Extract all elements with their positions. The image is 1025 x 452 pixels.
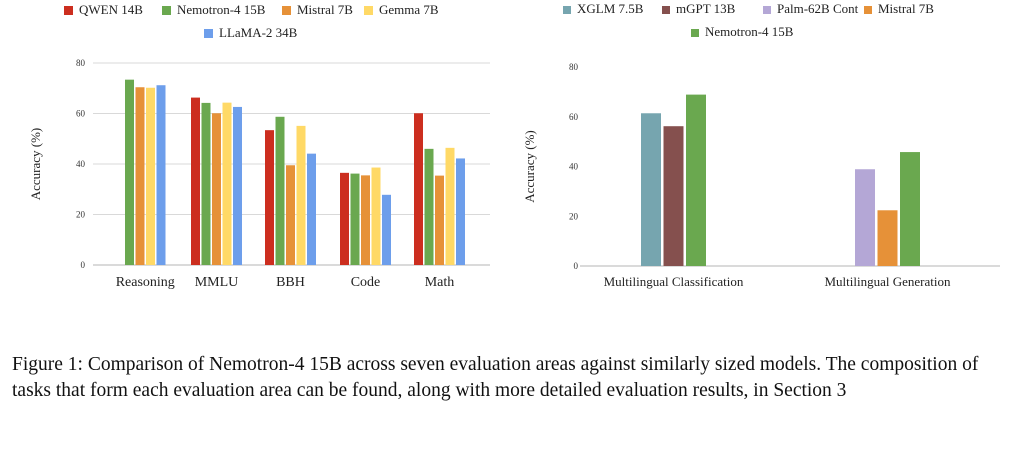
chart1-legend-swatch [282, 6, 291, 15]
chart2-legend-swatch [763, 6, 771, 14]
chart1-bar-llama-2-34b-bbh [307, 153, 316, 265]
chart2-bar-mgpt-13b-multilingual-classification [663, 126, 684, 266]
chart1-legend-swatch [162, 6, 171, 15]
chart1-x-category-label: Code [351, 275, 381, 290]
chart2-legend-swatch [563, 6, 571, 14]
chart1-bar-gemma-7b-reasoning [146, 87, 155, 266]
chart1-legend-label: Mistral 7B [297, 2, 353, 17]
chart2-y-axis-label: Accuracy (%) [522, 130, 537, 203]
chart1-legend-label: Nemotron-4 15B [177, 2, 266, 17]
chart1-bar-mistral-7b-reasoning [135, 87, 145, 266]
chart1-bar-mistral-7b-math [435, 175, 444, 265]
figure-caption: Figure 1: Comparison of Nemotron-4 15B a… [12, 354, 979, 401]
chart1-bar-nemotron-4-15b-math [424, 148, 434, 265]
chart1-bar-gemma-7b-math [445, 147, 455, 265]
chart1-legend-label: LLaMA-2 34B [219, 25, 298, 40]
chart1-bar-nemotron-4-15b-mmlu [201, 102, 211, 266]
chart1-bar-nemotron-4-15b-reasoning [125, 79, 134, 265]
chart1-y-tick-label: 0 [81, 260, 86, 270]
chart1-y-tick-label: 40 [76, 159, 86, 169]
chart1-y-tick-label: 60 [76, 109, 86, 119]
chart1-bar-gemma-7b-code [371, 167, 381, 265]
chart1-legend-label: Gemma 7B [379, 2, 439, 17]
chart1-y-axis-label: Accuracy (%) [28, 128, 43, 201]
chart1-bar-mistral-7b-mmlu [212, 113, 221, 265]
chart1-bar-qwen-14b-mmlu [191, 97, 200, 265]
chart1-x-category-label: BBH [276, 275, 305, 290]
chart1-y-tick-label: 20 [76, 210, 86, 220]
chart1-bar-llama-2-34b-code [382, 194, 391, 265]
chart1-x-category-label: MMLU [195, 275, 239, 290]
chart2-legend-label: Nemotron-4 15B [705, 24, 794, 39]
chart1-legend-swatch [64, 6, 73, 15]
chart2-bar-nemotron-4-15b-multilingual-generation [900, 152, 920, 266]
chart2-legend-swatch [864, 6, 872, 14]
chart1-bar-nemotron-4-15b-bbh [275, 116, 285, 265]
chart2-bar-xglm-7-5b-multilingual-classification [641, 113, 661, 266]
chart1-legend-swatch [364, 6, 373, 15]
chart1-bar-mistral-7b-bbh [286, 165, 295, 265]
chart2-y-tick-label: 80 [569, 62, 579, 72]
chart1-y-tick-label: 80 [76, 58, 86, 68]
chart1-legend-swatch [204, 29, 213, 38]
chart2-legend-label: Mistral 7B [878, 1, 934, 16]
chart2-legend-swatch [691, 29, 699, 37]
chart2-bar-nemotron-4-15b-multilingual-classification [686, 94, 706, 266]
chart2-y-tick-label: 0 [574, 261, 579, 271]
chart1-bar-llama-2-34b-math [456, 158, 465, 265]
chart2-y-tick-label: 60 [569, 112, 579, 122]
chart1-bar-qwen-14b-bbh [265, 130, 274, 265]
chart1-legend-label: QWEN 14B [79, 2, 143, 17]
chart1-bar-llama-2-34b-mmlu [233, 106, 242, 265]
chart2-legend-label: mGPT 13B [676, 1, 736, 16]
chart1-bar-nemotron-4-15b-code [350, 173, 360, 265]
chart2-y-tick-label: 20 [569, 211, 579, 221]
chart1-bar-qwen-14b-math [414, 113, 423, 265]
chart2-bar-palm-62b-cont-multilingual-generation [855, 169, 875, 266]
chart2-y-tick-label: 40 [569, 162, 579, 172]
chart1-bar-gemma-7b-mmlu [222, 102, 232, 265]
chart1-bar-mistral-7b-code [361, 175, 370, 265]
chart2-bar-mistral-7b-multilingual-generation [877, 210, 898, 266]
chart2-x-category-label: Multilingual Generation [824, 274, 951, 289]
chart2-legend-swatch [662, 6, 670, 14]
figure: 0 20 40 60 80 Accuracy (%) Reasoning MMLU BBH Cod… [28, 1, 1000, 290]
chart1-x-category-label: Math [425, 275, 455, 290]
chart1-bar-llama-2-34b-reasoning [156, 85, 166, 265]
chart2-legend-label: Palm-62B Cont [777, 1, 859, 16]
chart1-x-category-label: Reasoning [116, 275, 175, 290]
chart1-bar-gemma-7b-bbh [296, 125, 306, 265]
chart1-bar-qwen-14b-code [340, 172, 349, 265]
chart2-x-category-label: Multilingual Classification [604, 274, 744, 289]
chart2-legend-label: XGLM 7.5B [577, 1, 644, 16]
